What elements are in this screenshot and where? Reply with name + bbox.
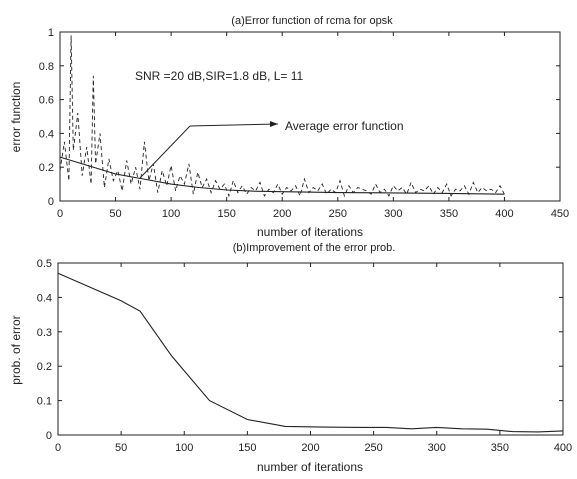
x-tick-label: 250 (364, 442, 382, 454)
x-tick-label: 400 (554, 442, 572, 454)
y-tick-label: 0.3 (37, 327, 52, 339)
y-tick-label: 0.6 (39, 95, 54, 107)
x-tick-label: 50 (109, 208, 121, 220)
y-tick-label: 1 (48, 27, 54, 39)
x-tick-label: 150 (217, 208, 235, 220)
x-tick-label: 300 (428, 442, 446, 454)
x-tick-label: 250 (329, 208, 347, 220)
y-tick-label: 0.2 (37, 361, 52, 373)
x-tick-label: 0 (55, 442, 61, 454)
y-tick-label: 0.1 (37, 396, 52, 408)
chart-b-series (58, 273, 563, 432)
x-tick-label: 150 (238, 442, 256, 454)
y-tick-label: 0.4 (37, 292, 52, 304)
x-tick-label: 50 (115, 442, 127, 454)
chart-a-series (60, 35, 504, 196)
instantaneous-error-series (60, 35, 504, 196)
chart-a-ylabel: error function (9, 82, 23, 153)
chart-b-ylabel: prob. of error (9, 315, 23, 384)
y-tick-label: 0 (48, 196, 54, 208)
x-tick-label: 200 (273, 208, 291, 220)
x-tick-label: 400 (495, 208, 513, 220)
x-tick-label: 300 (384, 208, 402, 220)
chart-b-xlabel: number of iterations (257, 460, 363, 474)
chart-a-annotation-average: Average error function (285, 119, 404, 133)
chart-b: (b)Improvement of the error prob. 0 50 100… (9, 242, 572, 474)
chart-a-xlabel: number of iterations (257, 225, 363, 239)
y-tick-label: 0.2 (39, 162, 54, 174)
x-tick-label: 350 (491, 442, 509, 454)
chart-b-plot-area (58, 263, 563, 435)
y-tick-label: 0.4 (39, 128, 54, 140)
x-tick-label: 100 (162, 208, 180, 220)
x-tick-label: 350 (440, 208, 458, 220)
x-tick-label: 200 (301, 442, 319, 454)
chart-b-title: (b)Improvement of the error prob. (233, 242, 396, 254)
average-error-series (60, 157, 504, 194)
chart-a-plot-area (60, 32, 560, 201)
y-tick-label: 0.5 (37, 258, 52, 270)
chart-a: (a)Error function of rcma for opsk 0 50 10… (9, 15, 569, 239)
chart-a-title: (a)Error function of rcma for opsk (231, 15, 393, 27)
y-tick-label: 0 (46, 430, 52, 442)
y-tick-label: 0.8 (39, 61, 54, 73)
annotation-leader-line (140, 126, 190, 178)
x-tick-label: 0 (57, 208, 63, 220)
x-tick-label: 100 (175, 442, 193, 454)
error-probability-series (58, 273, 563, 432)
x-tick-label: 450 (551, 208, 569, 220)
annotation-arrow-head (270, 121, 278, 127)
chart-b-ticks: 0 50 100 150 200 250 300 350 400 0 0.1 0.2 0.3 0.4 0.5 (37, 258, 572, 454)
annotation-arrow-shaft (190, 124, 278, 126)
chart-a-annotation-snr: SNR =20 dB,SIR=1.8 dB, L= 11 (135, 69, 304, 83)
